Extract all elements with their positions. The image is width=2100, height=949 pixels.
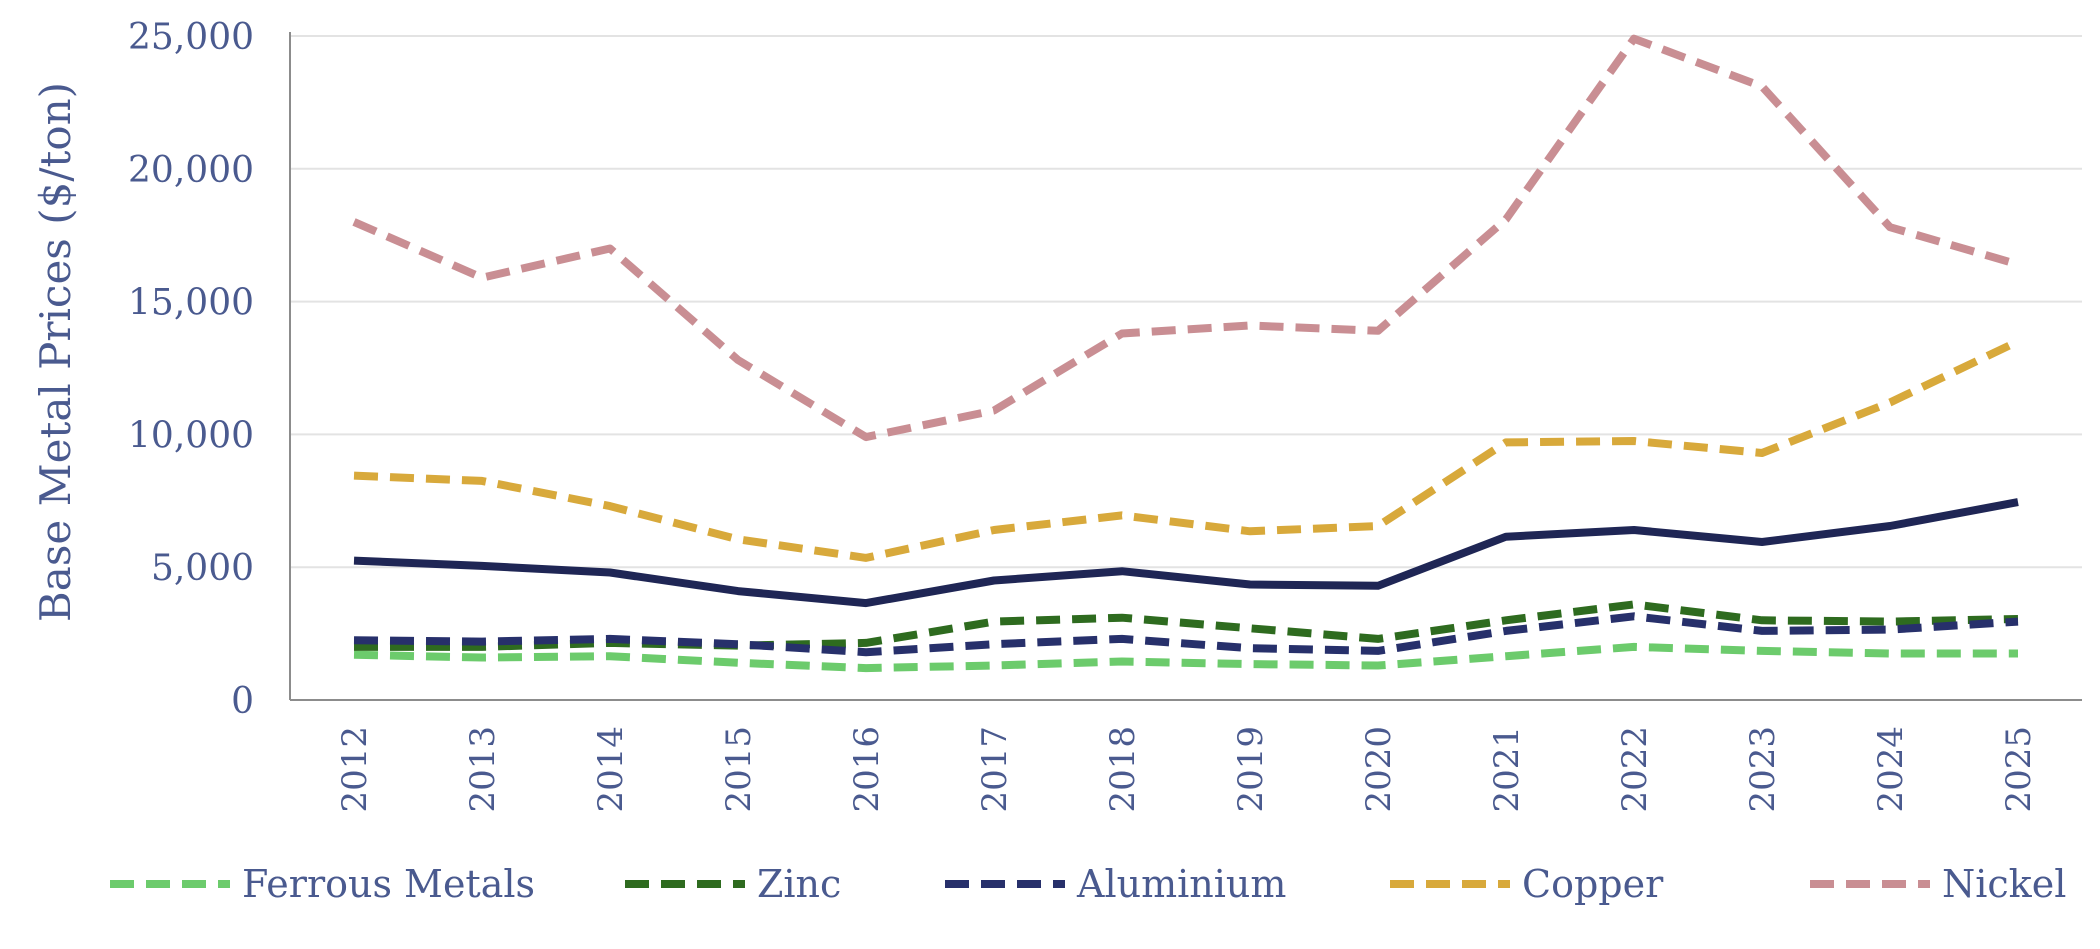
y-tick-label: 10,000 (128, 415, 254, 456)
x-tick-label: 2017 (975, 726, 1015, 813)
legend-item-aluminium: Aluminium (945, 862, 1286, 906)
series-line-unlabeled (353, 498, 2019, 608)
x-tick-label: 2013 (463, 726, 503, 813)
grid-lines (290, 35, 2082, 569)
x-tick-label: 2014 (591, 726, 631, 813)
x-tick-label: 2016 (847, 726, 887, 813)
legend-label: Aluminium (1076, 862, 1286, 906)
axes (289, 32, 2082, 701)
y-tick-label: 15,000 (128, 283, 254, 324)
legend-label: Nickel (1942, 862, 2066, 906)
x-tick-label: 2018 (1103, 726, 1143, 813)
series-line-zinc (354, 600, 2019, 651)
legend-item-zinc: Zinc (625, 862, 841, 906)
series-lines (352, 34, 2020, 673)
x-tick-label: 2015 (719, 726, 759, 813)
x-tick-label: 2019 (1231, 726, 1271, 813)
legend-label: Zinc (757, 862, 841, 906)
y-tick-label: 25,000 (128, 17, 254, 58)
y-tick-label: 20,000 (128, 150, 254, 191)
x-tick-label: 2020 (1359, 726, 1399, 813)
x-tick-label: 2021 (1487, 726, 1527, 813)
series-line-nickel (352, 34, 2020, 442)
series-line-ferrous-metals (353, 642, 2018, 673)
series-line-aluminium (353, 612, 2019, 657)
series-line-copper (353, 337, 2020, 562)
y-tick-label: 0 (231, 681, 254, 722)
legend-label: Copper (1522, 862, 1664, 906)
y-tick-label: 5,000 (151, 548, 254, 589)
x-tick-label: 2025 (1999, 726, 2039, 813)
x-tick-label: 2024 (1871, 726, 1911, 813)
x-tick-labels: 2012 2013 2014 2015 2016 2017 2018 2019 2020 2021… (335, 726, 2039, 813)
y-axis-label: Base Metal Prices ($/ton) (31, 82, 80, 622)
legend: Ferrous Metals Zinc Aluminium Copper Nickel (110, 862, 2066, 906)
x-tick-label: 2012 (335, 726, 375, 813)
legend-item-copper: Copper (1390, 862, 1664, 906)
legend-label: Ferrous Metals (242, 862, 535, 906)
y-tick-labels: 0 5,000 10,000 15,000 20,000 25,000 (128, 17, 254, 722)
x-tick-label: 2022 (1615, 726, 1655, 813)
x-tick-label: 2023 (1743, 726, 1783, 813)
legend-item-ferrous-metals: Ferrous Metals (110, 862, 535, 906)
legend-item-nickel: Nickel (1810, 862, 2066, 906)
